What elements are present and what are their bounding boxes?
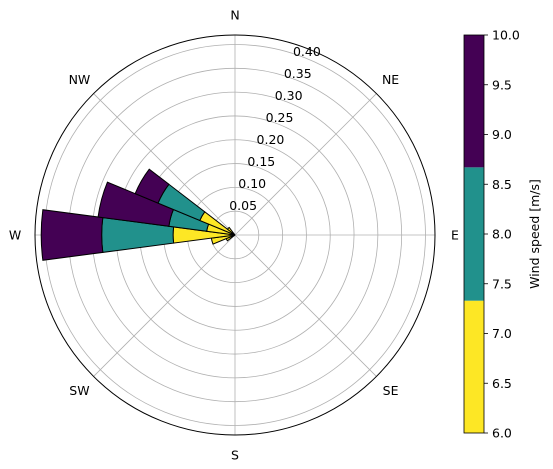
radial-tick-label: 0.15 (247, 154, 275, 169)
polar-axes: 0.05 0.10 0.15 0.20 0.25 0.30 0.35 0.40 N NE E SE S S… (9, 8, 459, 463)
radial-tick-label: 0.05 (229, 198, 257, 213)
angular-gridline (234, 234, 377, 377)
colorbar-title: Wind speed [m/s] (527, 179, 542, 289)
colorbar: 6.0 6.5 7.0 7.5 8.0 8.5 9.0 9.5 10.0 Wind speed [… (463, 28, 542, 441)
colorbar-tick-label: 7.0 (492, 326, 512, 341)
angular-gridline (93, 93, 236, 236)
wind-bar (226, 226, 236, 236)
angular-gridline (234, 93, 377, 236)
wind-bar (134, 168, 170, 204)
colorbar-tick-label: 6.0 (492, 426, 512, 441)
colorbar-tick-label: 8.5 (492, 177, 512, 192)
direction-label: S (231, 448, 239, 463)
radial-tick-label: 0.25 (266, 110, 294, 125)
colorbar-segment (464, 300, 484, 433)
colorbar-segment (464, 35, 484, 168)
colorbar-tick-label: 7.5 (492, 276, 512, 291)
colorbar-tick-label: 9.5 (492, 77, 512, 92)
colorbar-tick-label: 9.0 (492, 127, 512, 142)
direction-label: W (9, 228, 21, 243)
colorbar-segment (464, 167, 484, 301)
angular-gridline (93, 234, 236, 377)
colorbar-tick-label: 6.5 (492, 376, 512, 391)
direction-label: E (451, 228, 459, 243)
polar-spine (34, 34, 436, 436)
direction-label: SE (383, 383, 399, 398)
radial-tick-label: 0.20 (257, 132, 285, 147)
direction-label: SW (69, 383, 89, 398)
radial-tick-label: 0.10 (238, 176, 266, 191)
radial-tick-label: 0.30 (275, 88, 303, 103)
radial-tick-label: 0.35 (284, 66, 312, 81)
direction-label: NE (382, 72, 399, 87)
wind-bar (40, 209, 104, 261)
colorbar-tick-label: 10.0 (492, 28, 520, 43)
direction-label: N (230, 8, 239, 23)
colorbar-tick-label: 8.0 (492, 227, 512, 242)
direction-label: NW (69, 72, 91, 87)
radial-tick-label: 0.40 (293, 44, 321, 59)
